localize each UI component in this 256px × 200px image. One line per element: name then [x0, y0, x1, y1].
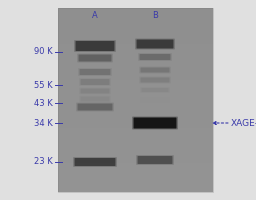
FancyBboxPatch shape	[136, 40, 174, 48]
Text: 55 K: 55 K	[34, 80, 53, 90]
FancyBboxPatch shape	[80, 97, 110, 102]
FancyBboxPatch shape	[77, 53, 113, 62]
FancyBboxPatch shape	[139, 76, 171, 84]
FancyBboxPatch shape	[74, 40, 116, 52]
FancyBboxPatch shape	[140, 87, 170, 93]
FancyBboxPatch shape	[133, 117, 176, 129]
FancyBboxPatch shape	[136, 155, 174, 165]
Text: 34 K: 34 K	[34, 118, 53, 128]
FancyBboxPatch shape	[78, 104, 112, 110]
Text: 43 K: 43 K	[34, 98, 53, 108]
FancyBboxPatch shape	[73, 157, 117, 167]
FancyBboxPatch shape	[140, 54, 170, 60]
FancyBboxPatch shape	[138, 53, 172, 61]
FancyBboxPatch shape	[142, 88, 168, 92]
FancyBboxPatch shape	[78, 68, 112, 76]
FancyBboxPatch shape	[74, 158, 115, 166]
FancyBboxPatch shape	[137, 156, 173, 164]
FancyBboxPatch shape	[79, 96, 111, 102]
Bar	[58, 8, 213, 192]
FancyBboxPatch shape	[141, 77, 169, 82]
FancyBboxPatch shape	[139, 66, 171, 73]
FancyBboxPatch shape	[79, 88, 111, 95]
FancyBboxPatch shape	[76, 102, 114, 112]
FancyBboxPatch shape	[135, 38, 175, 49]
Text: 23 K: 23 K	[34, 158, 53, 166]
Text: A: A	[92, 11, 98, 21]
Text: B: B	[152, 11, 158, 21]
FancyBboxPatch shape	[80, 69, 111, 75]
FancyBboxPatch shape	[79, 78, 111, 86]
FancyBboxPatch shape	[142, 98, 168, 102]
Text: 90 K: 90 K	[34, 47, 53, 56]
FancyBboxPatch shape	[140, 97, 170, 103]
FancyBboxPatch shape	[80, 79, 110, 85]
FancyBboxPatch shape	[141, 68, 169, 72]
Text: XAGE-3: XAGE-3	[231, 118, 256, 128]
FancyBboxPatch shape	[76, 41, 114, 51]
FancyBboxPatch shape	[79, 54, 112, 62]
FancyBboxPatch shape	[80, 88, 110, 94]
FancyBboxPatch shape	[132, 116, 178, 130]
